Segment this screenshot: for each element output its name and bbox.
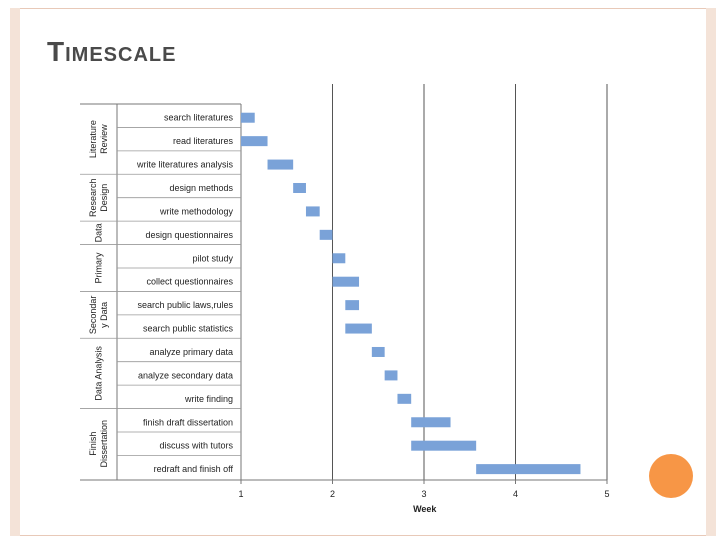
accent-circle	[649, 454, 693, 498]
slide-frame-left-band	[10, 8, 20, 536]
gantt-bar	[371, 346, 385, 357]
task-label: write methodology	[159, 206, 234, 216]
x-axis-label: Week	[413, 504, 437, 514]
group-label: ResearchDesign	[88, 178, 109, 217]
gantt-bar	[384, 370, 398, 381]
group-label: Data Analysis	[94, 346, 104, 401]
task-label: write finding	[184, 394, 233, 404]
task-label: read literatures	[173, 136, 234, 146]
task-label: write literatures analysis	[136, 160, 234, 170]
gantt-bar	[411, 440, 477, 451]
gantt-bar	[411, 417, 451, 428]
slide-title: Timescale	[47, 36, 177, 67]
group-label: Primary	[94, 252, 104, 283]
gantt-bar	[345, 300, 360, 311]
group-label: Secondary Data	[88, 296, 109, 335]
gantt-bar	[241, 112, 255, 123]
task-label: search public statistics	[143, 324, 234, 334]
gantt-bar	[267, 159, 294, 170]
task-label: analyze primary data	[149, 347, 233, 357]
task-label: analyze secondary data	[138, 370, 233, 380]
gantt-bar	[345, 323, 372, 334]
gantt-bar	[332, 276, 360, 287]
gantt-bar	[293, 182, 306, 193]
task-label: design methods	[169, 183, 233, 193]
x-tick-label: 3	[421, 489, 426, 499]
group-label: FinishDissertation	[88, 420, 109, 468]
gantt-bar	[332, 253, 346, 264]
gantt-bar	[397, 393, 412, 404]
group-label: LiteratureReview	[88, 120, 109, 158]
group-label: Data	[94, 223, 104, 242]
gantt-bar	[319, 229, 333, 240]
task-label: design questionnaires	[145, 230, 233, 240]
slide-frame-right-band	[706, 8, 716, 536]
x-tick-label: 2	[330, 489, 335, 499]
gantt-bar	[241, 136, 268, 147]
task-label: finish draft dissertation	[143, 417, 233, 427]
task-label: collect questionnaires	[146, 277, 233, 287]
x-tick-label: 4	[513, 489, 518, 499]
x-tick-label: 1	[238, 489, 243, 499]
task-label: redraft and finish off	[154, 464, 234, 474]
task-label: search literatures	[164, 113, 234, 123]
x-tick-label: 5	[604, 489, 609, 499]
task-label: search public laws,rules	[137, 300, 233, 310]
gantt-bar	[305, 206, 320, 217]
gantt-bar	[476, 464, 581, 475]
task-label: pilot study	[192, 253, 233, 263]
task-label: discuss with tutors	[159, 441, 233, 451]
